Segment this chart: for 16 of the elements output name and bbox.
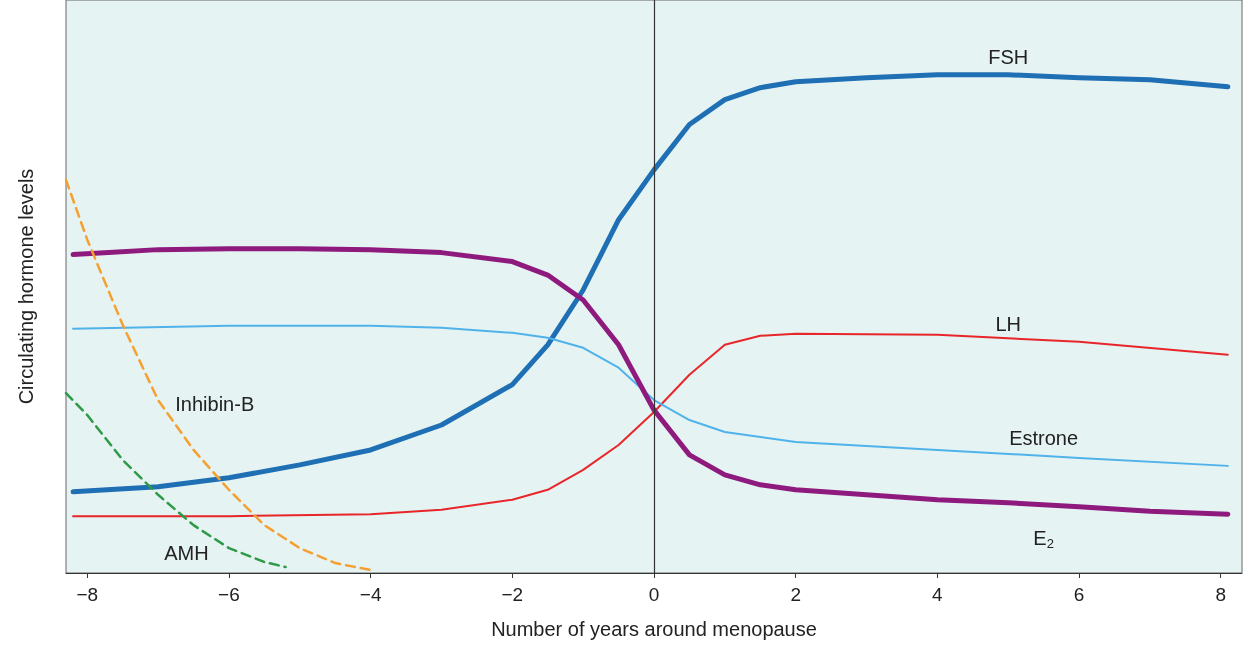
series-label: Estrone	[1009, 427, 1079, 450]
series-label: Inhibin-B	[175, 392, 255, 415]
x-tick-label: −8	[76, 584, 99, 605]
series-label: AMH	[164, 542, 209, 565]
x-tick-label: 8	[1215, 584, 1227, 605]
y-axis-title: Circulating hormone levels	[15, 168, 37, 405]
x-tick-label: 0	[648, 584, 660, 605]
x-tick-label: 2	[790, 584, 801, 605]
series-label: FSH	[988, 46, 1029, 69]
x-tick-label: −4	[359, 584, 382, 605]
x-tick-label: −2	[501, 584, 524, 605]
x-tick-label: 4	[932, 584, 944, 605]
series-label: LH	[995, 312, 1022, 335]
x-tick-label: 6	[1073, 584, 1085, 605]
x-tick-label: −6	[218, 584, 240, 605]
x-axis-title: Number of years around menopause	[491, 618, 817, 640]
